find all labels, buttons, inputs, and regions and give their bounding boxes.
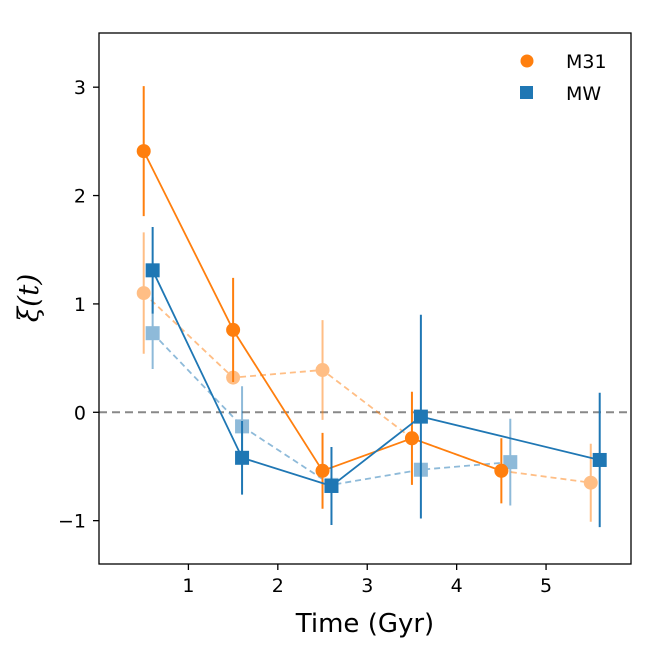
- x-tick-label: 5: [540, 575, 552, 597]
- x-tick-label: 3: [361, 575, 373, 597]
- data-point: [494, 463, 509, 478]
- data-point: [592, 452, 607, 467]
- x-tick-label: 4: [451, 575, 463, 597]
- data-point: [136, 144, 151, 159]
- data-point: [404, 431, 419, 446]
- data-point: [315, 363, 330, 378]
- y-tick-label: 0: [74, 402, 86, 424]
- legend-label-mw: MW: [566, 83, 601, 105]
- data-point: [315, 463, 330, 478]
- x-tick-label: 2: [272, 575, 284, 597]
- legend: M31 MW: [520, 51, 607, 105]
- x-axis-label: Time (Gyr): [295, 609, 434, 639]
- data-point: [583, 475, 598, 490]
- legend-marker-m31: [520, 54, 534, 68]
- data-point: [145, 326, 160, 341]
- plot-area: [99, 86, 631, 528]
- y-tick-label: 3: [74, 77, 86, 99]
- legend-marker-mw: [520, 86, 533, 99]
- data-point: [503, 455, 518, 470]
- data-point: [226, 322, 241, 337]
- series-line-2: [143, 292, 591, 484]
- y-tick-label: 2: [74, 186, 86, 208]
- y-axis-label: ξ(t): [12, 274, 45, 323]
- series-1: [145, 226, 607, 528]
- y-tick-label: −1: [58, 511, 86, 533]
- axes-frame: [98, 32, 632, 565]
- x-tick-label: 1: [182, 575, 194, 597]
- series-0: [136, 86, 509, 509]
- legend-label-m31: M31: [566, 51, 607, 73]
- y-tick-label: 1: [74, 294, 86, 316]
- data-point: [136, 286, 151, 301]
- data-point: [324, 478, 339, 493]
- axes: 1 2 3 4 5 −1 0 1 2 3: [58, 32, 632, 597]
- data-point: [235, 450, 250, 465]
- data-point: [413, 409, 428, 424]
- data-point: [145, 263, 160, 278]
